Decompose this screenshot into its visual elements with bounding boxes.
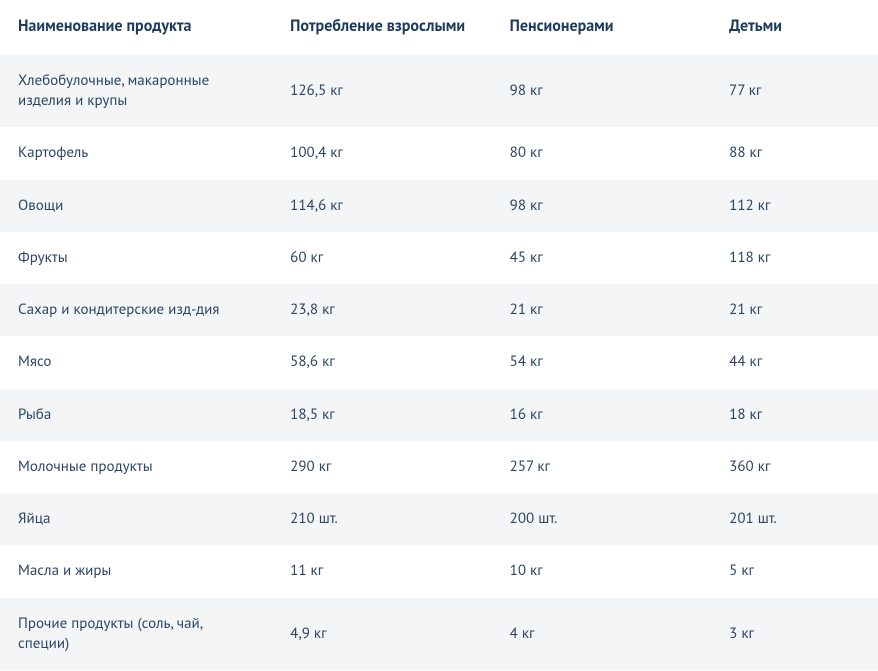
cell-product: Молочные продукты	[0, 441, 272, 493]
col-header-children: Детьми	[711, 0, 878, 55]
cell-adults: 290 кг	[272, 441, 492, 493]
cell-pensioners: 54 кг	[492, 336, 712, 388]
cell-pensioners: 80 кг	[492, 127, 712, 179]
cell-adults: 114,6 кг	[272, 180, 492, 232]
cell-adults: 100,4 кг	[272, 127, 492, 179]
cell-product: Овощи	[0, 180, 272, 232]
cell-pensioners: 98 кг	[492, 180, 712, 232]
cell-children: 21 кг	[711, 284, 878, 336]
table-row: Овощи 114,6 кг 98 кг 112 кг	[0, 180, 878, 232]
cell-pensioners: 10 кг	[492, 545, 712, 597]
table-row: Картофель 100,4 кг 80 кг 88 кг	[0, 127, 878, 179]
cell-product: Яйца	[0, 493, 272, 545]
table-row: Прочие продукты (соль, чай, специи) 4,9 …	[0, 598, 878, 671]
table-header-row: Наименование продукта Потребление взросл…	[0, 0, 878, 55]
consumption-table-container: Наименование продукта Потребление взросл…	[0, 0, 878, 670]
cell-product: Мясо	[0, 336, 272, 388]
table-row: Хлебобулочные, макаронные изделия и круп…	[0, 55, 878, 128]
table-row: Фрукты 60 кг 45 кг 118 кг	[0, 232, 878, 284]
col-header-pensioners: Пенсионерами	[492, 0, 712, 55]
cell-adults: 210 шт.	[272, 493, 492, 545]
cell-pensioners: 45 кг	[492, 232, 712, 284]
cell-pensioners: 257 кг	[492, 441, 712, 493]
cell-children: 88 кг	[711, 127, 878, 179]
cell-children: 3 кг	[711, 598, 878, 671]
table-row: Яйца 210 шт. 200 шт. 201 шт.	[0, 493, 878, 545]
cell-adults: 23,8 кг	[272, 284, 492, 336]
cell-adults: 60 кг	[272, 232, 492, 284]
cell-children: 5 кг	[711, 545, 878, 597]
cell-children: 18 кг	[711, 389, 878, 441]
cell-product: Хлебобулочные, макаронные изделия и круп…	[0, 55, 272, 128]
cell-children: 112 кг	[711, 180, 878, 232]
cell-adults: 11 кг	[272, 545, 492, 597]
table-row: Масла и жиры 11 кг 10 кг 5 кг	[0, 545, 878, 597]
cell-pensioners: 21 кг	[492, 284, 712, 336]
table-row: Рыба 18,5 кг 16 кг 18 кг	[0, 389, 878, 441]
cell-children: 77 кг	[711, 55, 878, 128]
cell-product: Масла и жиры	[0, 545, 272, 597]
table-row: Молочные продукты 290 кг 257 кг 360 кг	[0, 441, 878, 493]
cell-product: Фрукты	[0, 232, 272, 284]
cell-pensioners: 98 кг	[492, 55, 712, 128]
consumption-table: Наименование продукта Потребление взросл…	[0, 0, 878, 670]
table-row: Сахар и кондитерские изд-дия 23,8 кг 21 …	[0, 284, 878, 336]
cell-product: Рыба	[0, 389, 272, 441]
cell-adults: 4,9 кг	[272, 598, 492, 671]
cell-product: Прочие продукты (соль, чай, специи)	[0, 598, 272, 671]
cell-adults: 58,6 кг	[272, 336, 492, 388]
cell-adults: 18,5 кг	[272, 389, 492, 441]
cell-pensioners: 200 шт.	[492, 493, 712, 545]
cell-children: 44 кг	[711, 336, 878, 388]
cell-children: 201 шт.	[711, 493, 878, 545]
cell-product: Сахар и кондитерские изд-дия	[0, 284, 272, 336]
cell-children: 118 кг	[711, 232, 878, 284]
col-header-adults: Потребление взрослыми	[272, 0, 492, 55]
table-row: Мясо 58,6 кг 54 кг 44 кг	[0, 336, 878, 388]
cell-pensioners: 16 кг	[492, 389, 712, 441]
col-header-product: Наименование продукта	[0, 0, 272, 55]
cell-product: Картофель	[0, 127, 272, 179]
cell-children: 360 кг	[711, 441, 878, 493]
cell-pensioners: 4 кг	[492, 598, 712, 671]
cell-adults: 126,5 кг	[272, 55, 492, 128]
